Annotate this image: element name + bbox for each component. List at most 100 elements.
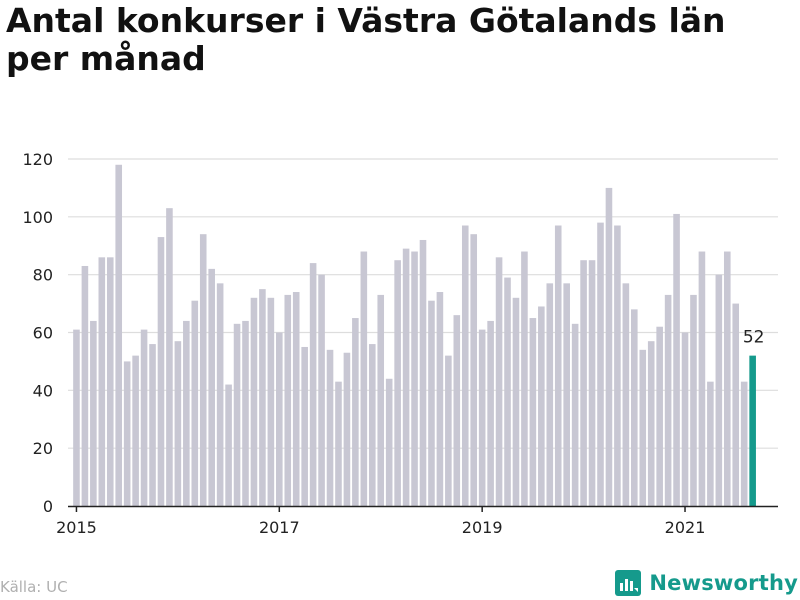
bar bbox=[411, 251, 418, 506]
bar bbox=[512, 297, 520, 506]
latest-value-label: 52 bbox=[743, 328, 765, 348]
bar bbox=[140, 329, 148, 506]
bar bbox=[318, 274, 325, 506]
bar bbox=[419, 239, 427, 506]
bar bbox=[259, 289, 266, 507]
bar bbox=[639, 349, 647, 506]
bar bbox=[504, 277, 511, 506]
bar bbox=[208, 268, 215, 506]
bar bbox=[242, 320, 249, 506]
bar bbox=[732, 303, 740, 506]
bar bbox=[402, 248, 410, 506]
bar bbox=[436, 292, 444, 506]
bar bbox=[707, 381, 714, 506]
bar bbox=[292, 292, 300, 506]
brand: Newsworthy bbox=[615, 566, 798, 600]
bar bbox=[529, 318, 537, 506]
source-note: Källa: UC bbox=[0, 578, 68, 596]
bar bbox=[394, 260, 401, 506]
bar bbox=[571, 323, 579, 506]
bar bbox=[73, 329, 80, 506]
bar bbox=[267, 297, 275, 506]
bar bbox=[428, 300, 435, 506]
bar bbox=[554, 225, 562, 506]
bar bbox=[301, 346, 308, 506]
bar bbox=[631, 309, 638, 506]
x-tick-label: 2015 bbox=[56, 518, 97, 537]
bar bbox=[377, 294, 385, 506]
data-labels: 52 bbox=[743, 328, 765, 348]
bar bbox=[368, 344, 376, 506]
bar bbox=[123, 361, 131, 506]
bar bbox=[521, 251, 528, 506]
bars bbox=[73, 164, 756, 507]
bar bbox=[605, 187, 613, 507]
bar bbox=[360, 251, 368, 506]
bar bbox=[199, 234, 207, 506]
bar bbox=[664, 294, 672, 506]
bar bbox=[538, 306, 545, 506]
brand-name: Newsworthy bbox=[649, 571, 798, 595]
axes: 0 20 40 60 80 100 120 2015 2017 2019 2021 bbox=[22, 150, 778, 537]
bar bbox=[614, 225, 621, 506]
bar bbox=[326, 349, 334, 506]
bar bbox=[115, 164, 123, 506]
bar bbox=[690, 294, 697, 506]
bar bbox=[191, 300, 199, 506]
bar bbox=[495, 257, 503, 506]
bar bbox=[546, 283, 554, 506]
bar bbox=[470, 234, 478, 506]
bar bbox=[132, 355, 139, 506]
x-tick-label: 2021 bbox=[665, 518, 706, 537]
bar bbox=[487, 320, 494, 506]
bar bbox=[647, 341, 655, 506]
bar bbox=[166, 208, 173, 506]
bar bbox=[656, 326, 663, 506]
bar bbox=[445, 355, 452, 506]
bar-latest bbox=[749, 355, 756, 506]
bar bbox=[673, 213, 680, 506]
bar bbox=[250, 297, 258, 506]
bar bbox=[478, 329, 486, 506]
y-tick-label: 20 bbox=[33, 439, 53, 458]
bar bbox=[453, 315, 461, 506]
bar bbox=[681, 332, 689, 506]
chart-title: Antal konkurser i Västra Götalands län p… bbox=[6, 1, 726, 78]
bar bbox=[309, 263, 317, 506]
bar bbox=[385, 378, 393, 506]
bar bbox=[715, 274, 723, 506]
bar bbox=[723, 251, 731, 506]
y-tick-label: 80 bbox=[33, 266, 53, 285]
bar bbox=[183, 320, 190, 506]
bar bbox=[233, 323, 241, 506]
bar bbox=[276, 332, 283, 506]
bar bbox=[597, 222, 604, 506]
bar bbox=[81, 265, 89, 506]
bar bbox=[352, 318, 359, 506]
y-tick-label: 60 bbox=[33, 324, 53, 343]
bar bbox=[580, 260, 587, 506]
bar bbox=[343, 352, 351, 506]
y-tick-label: 0 bbox=[43, 497, 53, 516]
bar bbox=[622, 283, 630, 506]
bar bbox=[740, 381, 748, 506]
bar bbox=[106, 257, 114, 506]
x-tick-label: 2017 bbox=[259, 518, 300, 537]
y-tick-label: 120 bbox=[22, 150, 53, 169]
y-tick-label: 100 bbox=[22, 208, 53, 227]
bar bbox=[284, 294, 292, 506]
bar bbox=[90, 320, 97, 506]
bar bbox=[98, 257, 106, 506]
bar bbox=[461, 225, 469, 506]
bar bbox=[149, 344, 156, 506]
bar bbox=[216, 283, 224, 506]
bar bbox=[225, 384, 232, 506]
bar bbox=[563, 283, 570, 506]
y-tick-label: 40 bbox=[33, 381, 53, 400]
x-tick-label: 2019 bbox=[462, 518, 503, 537]
bar bbox=[174, 341, 182, 506]
bar bbox=[157, 237, 165, 506]
bar bbox=[698, 251, 706, 506]
bar bbox=[335, 381, 342, 506]
